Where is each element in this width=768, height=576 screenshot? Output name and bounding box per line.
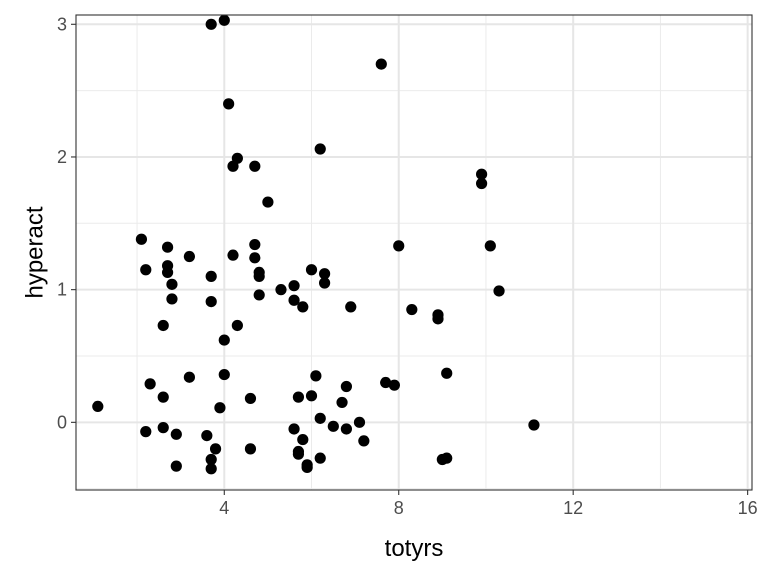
data-point (262, 196, 274, 208)
data-point (218, 368, 230, 381)
x-tick-label: 12 (563, 498, 583, 518)
data-point (244, 392, 257, 405)
data-point (340, 423, 352, 435)
data-point (388, 379, 400, 391)
data-point (292, 448, 305, 460)
data-point (288, 280, 300, 292)
data-point (161, 266, 174, 279)
data-point (314, 143, 326, 155)
data-point (292, 391, 305, 403)
x-tick-label: 16 (738, 498, 758, 518)
data-points (92, 14, 540, 475)
x-tick-label: 8 (394, 498, 404, 518)
minor-grid (76, 15, 752, 490)
data-point (157, 422, 169, 434)
panel-border (75, 14, 753, 491)
data-point (484, 240, 496, 252)
data-point (318, 268, 331, 280)
data-point (157, 319, 169, 332)
data-point (393, 240, 405, 252)
data-point (336, 396, 348, 409)
data-point (375, 58, 387, 70)
data-point (166, 278, 178, 290)
data-point (476, 177, 488, 190)
data-point (432, 313, 444, 325)
data-point (301, 461, 313, 474)
data-point (305, 390, 318, 402)
data-point (441, 367, 453, 379)
data-point (340, 380, 352, 393)
data-point (92, 400, 104, 413)
data-point (310, 370, 322, 382)
data-point (205, 463, 217, 475)
data-point (253, 270, 265, 282)
data-point (253, 289, 265, 301)
data-point (170, 428, 182, 440)
y-axis: 0 1 2 3 (57, 14, 76, 432)
data-point (183, 250, 195, 263)
data-point (288, 294, 300, 306)
data-point (297, 301, 309, 313)
data-point (157, 391, 169, 403)
data-point (318, 277, 331, 289)
x-axis-title: totyrs (385, 535, 444, 562)
data-point (144, 378, 156, 390)
y-axis-title: hyperact (21, 206, 48, 298)
data-point (528, 419, 540, 431)
data-point (249, 238, 261, 251)
data-point (170, 460, 182, 472)
data-point (218, 14, 230, 26)
data-point (205, 295, 217, 308)
data-point (205, 18, 217, 30)
y-tick-label: 2 (57, 147, 67, 167)
data-point (327, 420, 339, 432)
data-point (249, 252, 261, 264)
x-tick-label: 4 (219, 498, 229, 518)
data-point (297, 433, 309, 446)
data-point (161, 241, 174, 253)
data-point (441, 452, 453, 464)
data-point (288, 423, 300, 435)
data-point (345, 301, 357, 313)
data-point (231, 152, 243, 164)
y-tick-label: 1 (57, 280, 67, 300)
data-point (209, 443, 222, 455)
data-point (223, 98, 235, 110)
major-grid (76, 15, 752, 490)
data-point (249, 160, 261, 172)
data-point (314, 452, 326, 464)
data-point (406, 303, 418, 316)
data-point (135, 233, 148, 245)
data-point (231, 319, 243, 332)
data-point (201, 430, 213, 442)
data-point (227, 249, 239, 261)
data-point (353, 416, 366, 428)
y-tick-label: 3 (57, 14, 67, 34)
data-point (244, 443, 257, 455)
data-point (140, 426, 152, 438)
data-point (166, 293, 178, 305)
data-point (275, 284, 287, 296)
data-point (183, 371, 195, 383)
data-point (493, 285, 505, 297)
data-point (314, 412, 326, 424)
data-point (205, 270, 217, 282)
x-axis: 4 8 12 16 (219, 490, 758, 518)
data-point (218, 334, 230, 346)
data-point (358, 435, 370, 447)
data-point (476, 168, 488, 180)
data-point (205, 453, 217, 466)
data-point (305, 264, 318, 276)
y-tick-label: 0 (57, 412, 67, 432)
data-point (140, 264, 152, 276)
data-point (380, 376, 392, 389)
data-point (214, 402, 226, 414)
